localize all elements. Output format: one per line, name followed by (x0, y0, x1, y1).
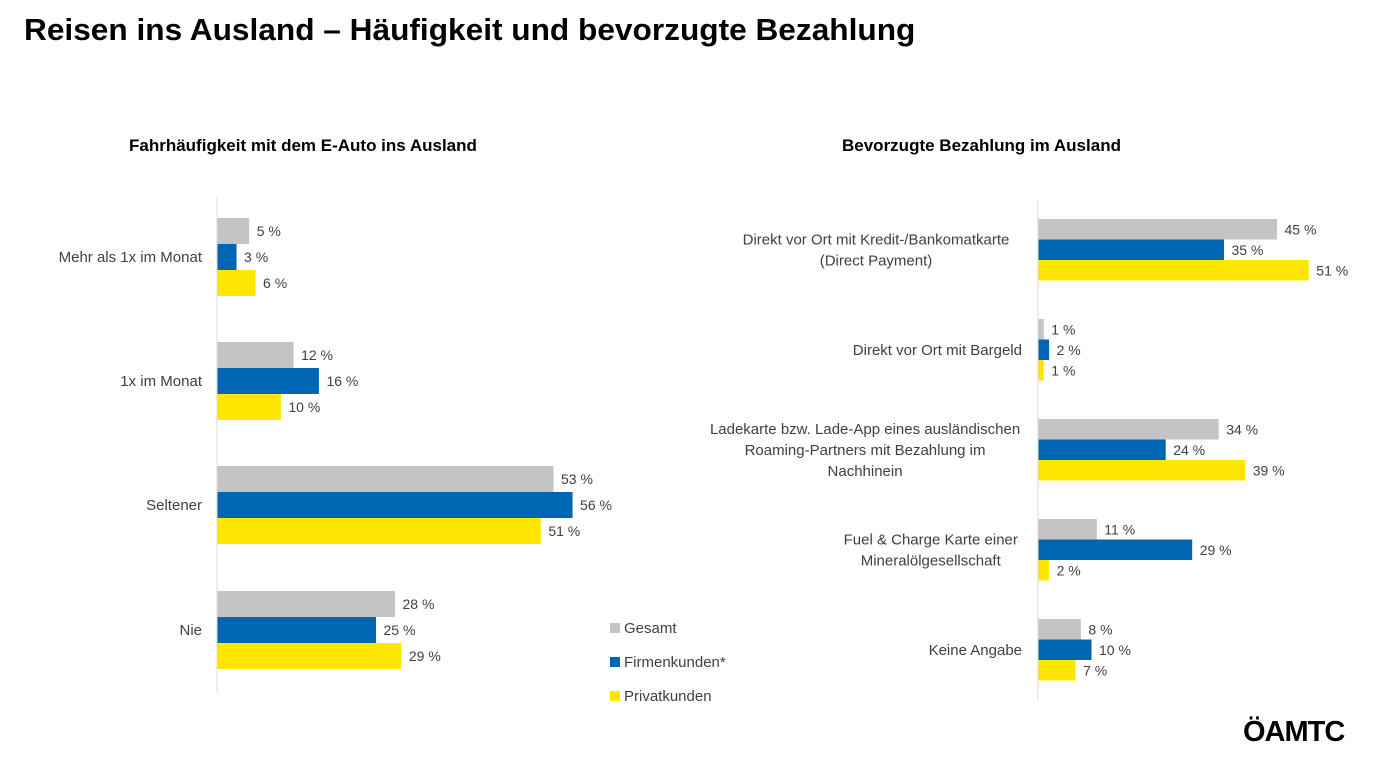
page-title: Reisen ins Ausland – Häufigkeit und bevo… (24, 12, 916, 47)
value-label-privatkunden-2: 10 % (288, 399, 320, 415)
category-label-direkt-vor-ort-mit-kredit-bankomatkarte-: Direkt vor Ort mit Kredit-/Bankomatkarte… (743, 231, 1010, 269)
category-label-fuel-charge-karte-einer-mineralölgesells: Fuel & Charge Karte einer Mineralölgesell… (844, 531, 1018, 569)
bar-firmenkunden-2 (217, 368, 319, 394)
bar-gesamt-3 (217, 466, 554, 492)
legend: Gesamt Firmenkunden* Privatkunden (610, 611, 726, 713)
chart-title-travel-frequency: Fahrhäufigkeit mit dem E-Auto ins Auslan… (129, 136, 477, 155)
bar-firmenkunden-2 (1038, 339, 1050, 360)
bar-privatkunden-3 (217, 518, 541, 544)
value-label-firmenkunden-2: 2 % (1057, 342, 1081, 358)
bar-gesamt-1 (217, 218, 250, 244)
legend-swatch-gesamt (610, 623, 620, 633)
category-label-line: Mineralölgesellschaft (861, 552, 1002, 569)
value-label-gesamt-4: 11 % (1104, 521, 1135, 537)
bar-privatkunden-2 (217, 394, 281, 420)
legend-swatch-privatkunden (610, 691, 620, 701)
bar-gesamt-3 (1038, 419, 1219, 440)
value-label-privatkunden-1: 51 % (1316, 262, 1348, 278)
value-label-firmenkunden-3: 56 % (580, 497, 612, 513)
legend-swatch-firmenkunden (610, 657, 620, 667)
value-label-privatkunden-4: 2 % (1057, 562, 1081, 578)
value-label-privatkunden-3: 39 % (1253, 462, 1285, 478)
category-label-direkt-vor-ort-mit-bargeld: Direkt vor Ort mit Bargeld (853, 342, 1022, 359)
bar-firmenkunden-4 (1038, 539, 1193, 560)
value-label-firmenkunden-1: 3 % (244, 249, 268, 265)
oeamtc-logo: ÖAMTC (1243, 716, 1345, 748)
bar-privatkunden-3 (1038, 460, 1246, 481)
bar-firmenkunden-4 (217, 617, 376, 643)
bar-gesamt-5 (1038, 619, 1081, 640)
chart-title-payment: Bevorzugte Bezahlung im Ausland (842, 136, 1121, 155)
bar-privatkunden-4 (217, 643, 402, 669)
bar-gesamt-4 (1038, 519, 1097, 540)
value-label-privatkunden-5: 7 % (1083, 662, 1107, 678)
value-label-gesamt-5: 8 % (1088, 621, 1112, 637)
category-label-keine-angabe: Keine Angabe (929, 642, 1022, 659)
value-label-firmenkunden-2: 16 % (326, 373, 358, 389)
bar-firmenkunden-1 (217, 244, 237, 270)
bar-privatkunden-1 (1038, 260, 1309, 281)
bar-firmenkunden-1 (1038, 239, 1224, 260)
bar-firmenkunden-3 (217, 492, 573, 518)
value-label-privatkunden-1: 6 % (263, 275, 287, 291)
value-label-firmenkunden-3: 24 % (1173, 442, 1205, 458)
value-label-gesamt-1: 5 % (257, 223, 281, 239)
value-label-firmenkunden-4: 25 % (384, 622, 416, 638)
legend-label-privatkunden: Privatkunden (624, 687, 712, 705)
value-label-gesamt-3: 34 % (1226, 421, 1258, 437)
value-label-firmenkunden-5: 10 % (1099, 642, 1131, 658)
category-label-line: Direkt vor Ort mit Kredit-/Bankomatkarte (743, 231, 1010, 248)
category-label-1x-im-monat: 1x im Monat (120, 373, 203, 390)
legend-label-firmenkunden: Firmenkunden* (624, 653, 726, 671)
value-label-privatkunden-3: 51 % (548, 523, 580, 539)
bar-firmenkunden-5 (1038, 639, 1092, 660)
category-label-line: Ladekarte bzw. Lade-App eines ausländisc… (710, 421, 1020, 438)
value-label-privatkunden-4: 29 % (409, 648, 441, 664)
bar-gesamt-2 (217, 342, 294, 368)
value-label-firmenkunden-4: 29 % (1200, 542, 1232, 558)
bar-gesamt-1 (1038, 219, 1277, 240)
legend-item-gesamt: Gesamt (610, 611, 726, 645)
bar-privatkunden-2 (1038, 360, 1044, 381)
bar-gesamt-4 (217, 591, 396, 617)
legend-item-privatkunden: Privatkunden (610, 679, 726, 713)
category-label-seltener: Seltener (146, 497, 202, 514)
value-label-firmenkunden-1: 35 % (1232, 242, 1264, 258)
bar-privatkunden-4 (1038, 560, 1050, 581)
category-label-line: Roaming-Partners mit Bezahlung im (745, 442, 986, 459)
value-label-gesamt-4: 28 % (403, 596, 435, 612)
category-label-line: Nachhinein (828, 463, 903, 480)
bar-privatkunden-1 (217, 270, 256, 296)
category-label-mehr-als-1x-im-monat: Mehr als 1x im Monat (59, 249, 203, 266)
value-label-gesamt-2: 12 % (301, 347, 333, 363)
value-label-gesamt-1: 45 % (1285, 221, 1317, 237)
legend-item-firmenkunden: Firmenkunden* (610, 645, 726, 679)
value-label-privatkunden-2: 1 % (1051, 362, 1075, 378)
bar-privatkunden-5 (1038, 660, 1076, 681)
bar-gesamt-2 (1038, 319, 1044, 340)
legend-label-gesamt: Gesamt (624, 619, 677, 637)
category-label-line: Fuel & Charge Karte einer (844, 531, 1018, 548)
bar-firmenkunden-3 (1038, 439, 1166, 460)
value-label-gesamt-2: 1 % (1051, 321, 1075, 337)
value-label-gesamt-3: 53 % (561, 471, 593, 487)
category-label-line: (Direct Payment) (820, 252, 933, 269)
category-label-ladekarte-bzw-lade-app-eines-ausländisch: Ladekarte bzw. Lade-App eines ausländisc… (710, 421, 1020, 480)
category-label-nie: Nie (179, 622, 202, 639)
